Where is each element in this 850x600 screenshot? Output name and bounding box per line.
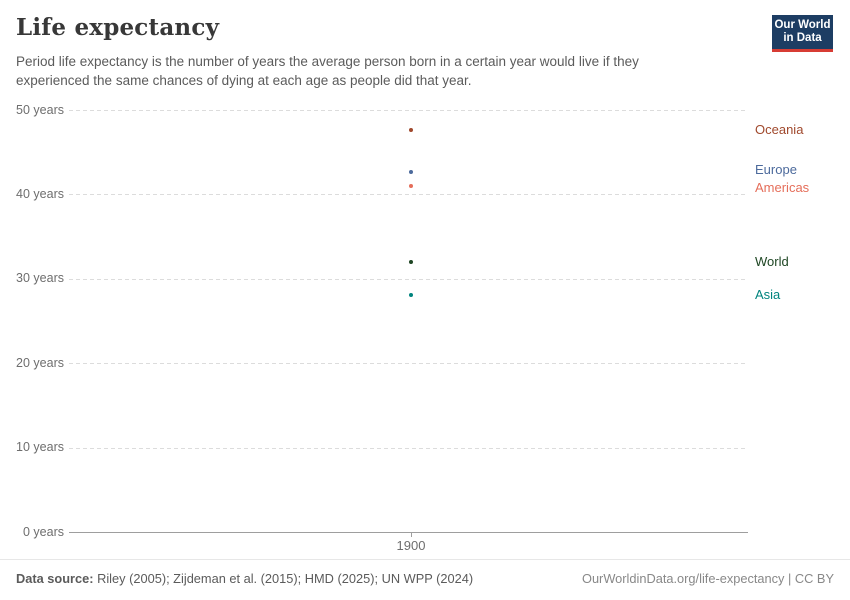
y-axis-tick-label: 50 years [16,102,64,117]
y-axis-tick-label: 10 years [16,440,64,455]
y-axis-tick-label: 40 years [16,186,64,201]
data-source-label: Data source: [16,571,94,586]
owid-logo[interactable]: Our World in Data [772,15,833,52]
gridline [69,447,748,449]
gridline [69,110,748,111]
x-axis-tick [411,532,412,537]
chart-footer: Data source: Riley (2005); Zijdeman et a… [0,559,850,600]
series-label-europe[interactable]: Europe [755,162,797,178]
y-axis-tick-label: 0 years [23,524,64,539]
owid-logo-line-2: in Data [783,32,822,44]
chart-subtitle: Period life expectancy is the number of … [16,52,639,90]
series-label-world[interactable]: World [755,253,789,269]
subtitle-line-2: experienced the same chances of dying at… [16,73,472,88]
series-label-asia[interactable]: Asia [755,286,781,302]
page-title: Life expectancy [16,14,220,41]
gridline [69,194,748,196]
gridline [69,278,748,280]
data-source-note: Data source: Riley (2005); Zijdeman et a… [16,571,473,586]
y-axis-tick-label: 20 years [16,355,64,370]
data-point-americas[interactable] [409,183,413,188]
x-axis-tick-label: 1900 [396,538,426,553]
x-axis-line [69,532,748,533]
subtitle-line-1: Period life expectancy is the number of … [16,54,639,69]
gridline [69,363,748,365]
data-point-europe[interactable] [409,169,413,174]
y-axis-tick-label: 30 years [16,271,64,286]
owid-logo-line-1: Our World [774,18,831,31]
data-source-text: Riley (2005); Zijdeman et al. (2015); HM… [93,571,474,586]
data-point-asia[interactable] [409,292,413,297]
series-label-oceania[interactable]: Oceania [755,122,804,138]
series-label-americas[interactable]: Americas [755,179,810,195]
owid-link[interactable]: OurWorldinData.org/life-expectancy | CC … [581,571,834,586]
data-point-oceania[interactable] [409,128,413,133]
data-point-world[interactable] [409,259,413,264]
